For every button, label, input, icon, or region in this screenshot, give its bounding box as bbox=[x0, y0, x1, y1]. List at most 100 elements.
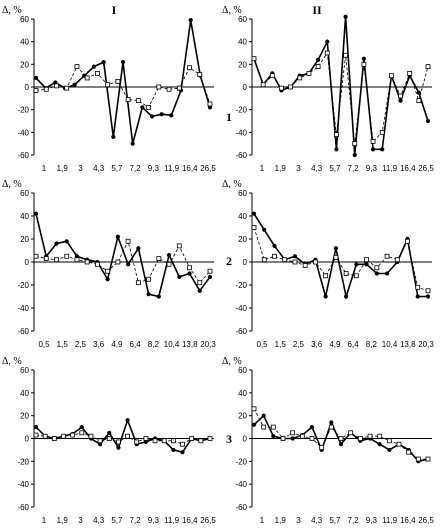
y-tick-label: 0 bbox=[25, 435, 30, 444]
x-tick-label: 1,9 bbox=[275, 164, 287, 173]
data-point-open bbox=[328, 424, 334, 430]
data-point-filled bbox=[352, 152, 357, 158]
data-point-filled bbox=[251, 211, 257, 216]
data-point-open bbox=[97, 438, 103, 444]
x-tick-label: 4,3 bbox=[93, 516, 105, 525]
x-tick-label: 8,2 bbox=[148, 340, 160, 349]
data-point-open bbox=[334, 132, 339, 138]
data-point-open bbox=[406, 449, 412, 455]
y-tick-label: -60 bbox=[235, 503, 247, 512]
data-point-open bbox=[187, 65, 192, 71]
data-point-open bbox=[315, 64, 321, 69]
x-tick-label: 4,3 bbox=[311, 164, 323, 173]
data-point-filled bbox=[415, 294, 420, 299]
data-point-filled bbox=[338, 442, 344, 447]
x-tick-label: 3,6 bbox=[311, 340, 323, 349]
x-tick-label: 1,9 bbox=[275, 516, 287, 525]
data-point-filled bbox=[387, 447, 392, 453]
data-point-open bbox=[319, 445, 325, 451]
x-tick-label: 5,7 bbox=[111, 516, 123, 525]
data-point-filled bbox=[197, 288, 202, 293]
x-tick-label: 4,3 bbox=[311, 516, 323, 525]
data-point-open bbox=[84, 259, 90, 265]
data-point-open bbox=[352, 141, 358, 147]
data-point-filled bbox=[262, 227, 267, 232]
data-point-filled bbox=[374, 271, 379, 276]
data-point-filled bbox=[316, 57, 321, 62]
data-point-open bbox=[405, 238, 410, 244]
x-tick-label: 3 bbox=[296, 164, 301, 173]
data-point-open bbox=[54, 257, 59, 263]
y-tick-label: 0 bbox=[243, 258, 248, 267]
x-tick-label: 13,8 bbox=[182, 340, 198, 349]
column-header-II: II bbox=[312, 3, 322, 17]
data-point-open bbox=[323, 273, 329, 279]
x-tick-label: 1 bbox=[260, 516, 265, 525]
x-tick-label: 8,2 bbox=[366, 340, 378, 349]
x-tick-label: 16,4 bbox=[182, 164, 198, 173]
series-line-solid bbox=[253, 213, 428, 300]
x-tick-label: 4,9 bbox=[329, 340, 341, 349]
x-tick-label: 11,9 bbox=[164, 516, 180, 525]
x-tick-label: 26,5 bbox=[418, 516, 434, 525]
data-point-filled bbox=[188, 18, 193, 23]
x-tick-label: 1 bbox=[42, 516, 47, 525]
data-point-open bbox=[425, 456, 431, 462]
data-point-open bbox=[407, 71, 413, 76]
y-tick-label: -40 bbox=[235, 128, 247, 137]
data-point-open bbox=[125, 238, 131, 244]
data-point-open bbox=[384, 253, 390, 259]
data-point-open bbox=[279, 85, 284, 91]
data-point-open bbox=[313, 259, 318, 265]
data-point-filled bbox=[33, 424, 39, 430]
data-point-open bbox=[207, 436, 213, 441]
x-tick-label: 1,5 bbox=[57, 340, 69, 349]
x-tick-label: 11,9 bbox=[382, 516, 398, 525]
data-point-open bbox=[152, 438, 158, 444]
data-point-open bbox=[180, 441, 185, 447]
data-point-open bbox=[198, 438, 204, 444]
data-point-open bbox=[292, 259, 298, 265]
x-tick-label: 5,7 bbox=[111, 164, 123, 173]
data-point-open bbox=[197, 72, 203, 77]
row-label-1: 1 bbox=[226, 110, 232, 124]
y-tick-label: 60 bbox=[20, 189, 29, 198]
data-point-open bbox=[176, 243, 182, 249]
x-tick-label: 26,5 bbox=[418, 164, 434, 173]
data-point-open bbox=[270, 424, 276, 430]
data-point-open bbox=[176, 85, 182, 91]
data-point-filled bbox=[166, 253, 172, 258]
data-point-open bbox=[374, 265, 380, 271]
data-point-open bbox=[306, 71, 312, 76]
data-point-open bbox=[207, 268, 213, 274]
data-point-open bbox=[64, 253, 70, 259]
x-tick-label: 2,5 bbox=[75, 340, 87, 349]
data-point-filled bbox=[33, 211, 39, 216]
x-tick-label: 5,7 bbox=[329, 164, 341, 173]
data-point-filled bbox=[309, 424, 315, 430]
y-tick-label: 60 bbox=[238, 15, 247, 24]
y-tick-label: 40 bbox=[238, 38, 247, 47]
x-tick-label: 9,3 bbox=[366, 516, 378, 525]
data-point-open bbox=[343, 271, 349, 276]
y-tick-label: -60 bbox=[17, 151, 29, 160]
y-tick-label: 40 bbox=[20, 38, 29, 47]
y-tick-label: -60 bbox=[235, 327, 247, 336]
data-point-filled bbox=[91, 64, 97, 69]
data-point-open bbox=[170, 438, 176, 444]
data-point-open bbox=[33, 432, 39, 438]
data-point-open bbox=[333, 254, 339, 260]
y-tick-label: -40 bbox=[17, 304, 29, 313]
data-point-open bbox=[261, 257, 267, 263]
data-point-filled bbox=[334, 147, 339, 152]
series-line-dashed bbox=[253, 408, 428, 460]
data-point-filled bbox=[74, 254, 80, 259]
x-tick-label: 0,5 bbox=[38, 340, 50, 349]
y-tick-label: 60 bbox=[238, 366, 247, 375]
x-tick-label: 11,9 bbox=[164, 164, 180, 173]
data-point-open bbox=[146, 276, 151, 282]
